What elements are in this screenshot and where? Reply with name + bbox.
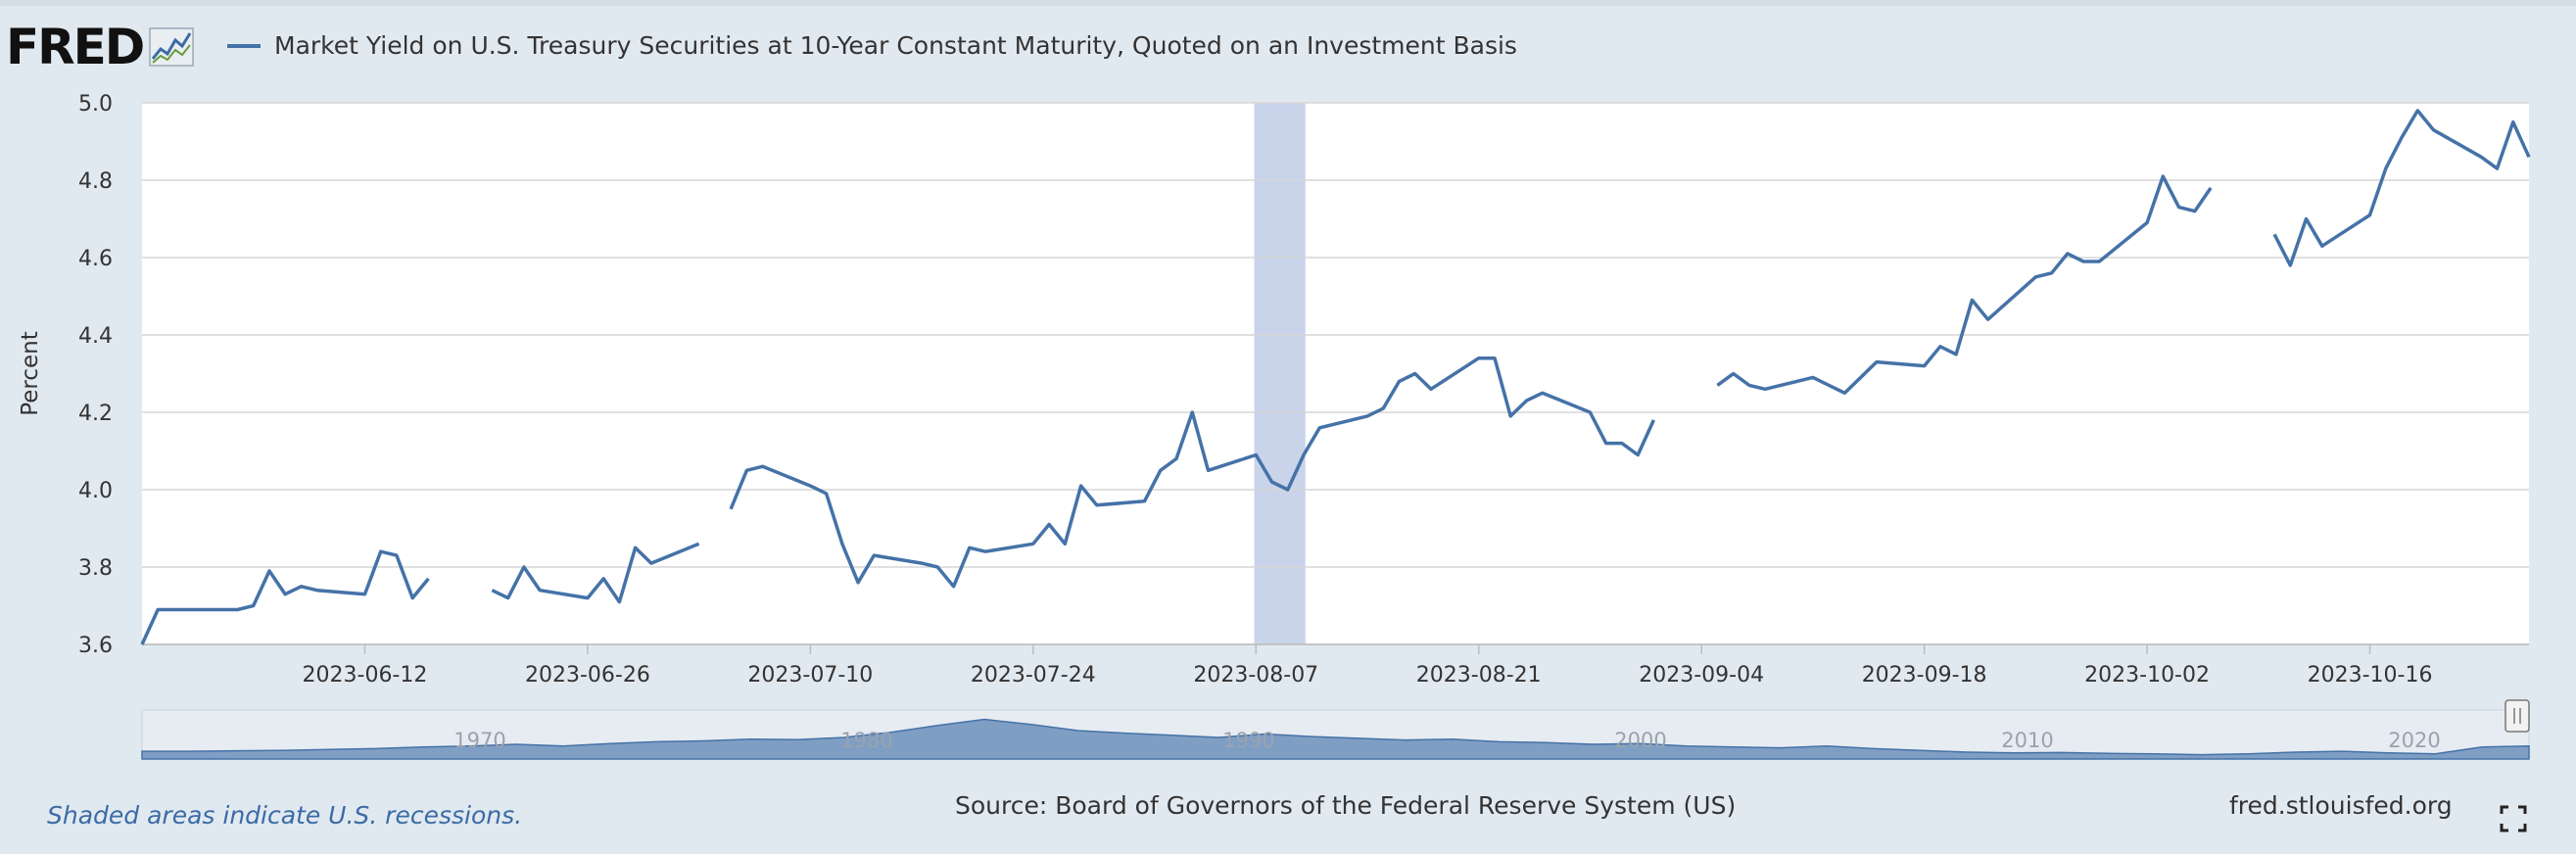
x-tick-label: 2023-07-24 <box>971 663 1096 688</box>
legend-series-swatch <box>227 43 261 48</box>
legend-series-label: Market Yield on U.S. Treasury Securities… <box>274 31 1517 60</box>
source-credit: Source: Board of Governors of the Federa… <box>955 791 1737 820</box>
legend: Market Yield on U.S. Treasury Securities… <box>227 31 1517 60</box>
site-link[interactable]: fred.stlouisfed.org <box>2229 791 2453 820</box>
y-tick-label: 3.6 <box>78 634 113 658</box>
logo-text: FRED <box>6 19 145 75</box>
navigator-year-label: 2000 <box>1614 729 1666 752</box>
recession-band <box>1254 103 1306 644</box>
chart-header: FRED Market Yield on U.S. Treasury Secur… <box>0 14 2576 82</box>
fred-logo[interactable]: FRED <box>6 19 195 75</box>
x-tick-label: 2023-09-18 <box>1862 663 1987 688</box>
chart-svg: 3.6 3.8 4.0 4.2 4.4 4.6 4.8 5.0 Percent 2023-06-1… <box>18 92 2531 760</box>
y-tick-label: 4.4 <box>78 324 113 349</box>
recession-note: Shaded areas indicate U.S. recessions. <box>47 801 523 830</box>
x-tick-label: 2023-08-07 <box>1193 663 1318 688</box>
x-tick-label: 2023-09-04 <box>1639 663 1764 688</box>
x-tick-label: 2023-08-21 <box>1416 663 1542 688</box>
y-tick-label: 4.0 <box>78 479 113 503</box>
y-axis-label: Percent <box>18 331 43 416</box>
y-tick-label: 3.8 <box>78 556 113 581</box>
navigator-year-label: 1990 <box>1222 729 1274 752</box>
top-rule <box>0 0 2576 6</box>
x-tick-label: 2023-10-02 <box>2084 663 2210 688</box>
series-line-segment <box>729 356 1655 589</box>
x-tick-label: 2023-06-12 <box>303 663 428 688</box>
y-tick-label: 4.2 <box>78 402 113 426</box>
navigator-year-label: 2020 <box>2388 729 2440 752</box>
series-line-segment <box>2272 109 2531 267</box>
navigator-series-area <box>141 718 2530 760</box>
y-tick-label: 4.6 <box>78 247 113 271</box>
navigator-year-label: 2010 <box>2001 729 2053 752</box>
series-line-segment <box>140 549 430 645</box>
series-line-segment <box>1716 174 2213 396</box>
navigator-year-label: 1980 <box>840 729 892 752</box>
series-line-segment <box>491 542 700 604</box>
x-tick-label: 2023-06-26 <box>525 663 650 688</box>
navigator-year-label: 1970 <box>453 729 505 752</box>
y-tick-label: 5.0 <box>78 92 113 117</box>
fred-graph-icon <box>149 27 195 67</box>
navigator-handle[interactable] <box>2504 699 2530 733</box>
x-tick-label: 2023-10-16 <box>2308 663 2433 688</box>
x-tick-label: 2023-07-10 <box>747 663 873 688</box>
y-tick-label: 4.8 <box>78 169 113 194</box>
plot-area <box>142 103 2529 644</box>
fullscreen-icon[interactable] <box>2500 805 2527 832</box>
